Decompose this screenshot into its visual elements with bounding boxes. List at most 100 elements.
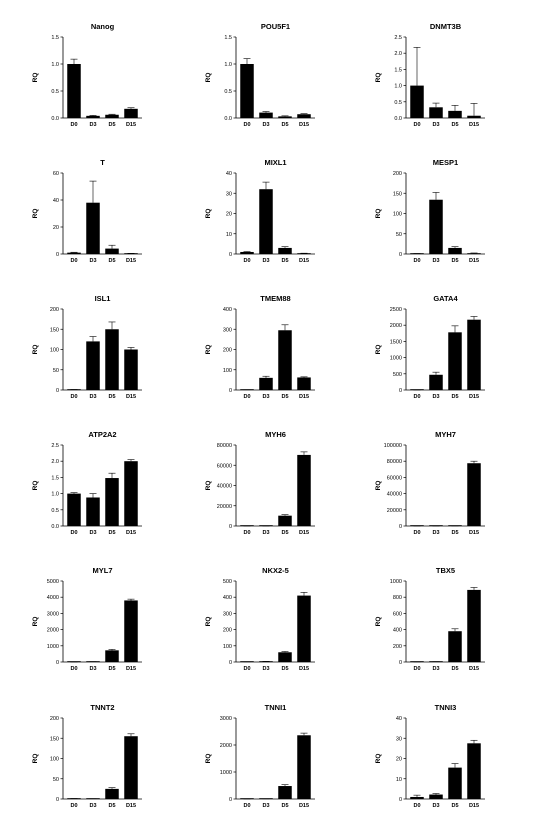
y-tick-label: 1000 bbox=[220, 770, 232, 776]
y-tick-label: 40000 bbox=[217, 484, 232, 490]
x-tick-label: D5 bbox=[281, 530, 288, 536]
y-tick-label: 1.5 bbox=[394, 67, 402, 73]
y-tick-label: 100 bbox=[393, 212, 402, 218]
bar bbox=[448, 247, 462, 254]
x-tick-label: D5 bbox=[451, 394, 458, 400]
y-axis-label: RQ bbox=[205, 481, 212, 491]
y-tick-label: 100 bbox=[223, 644, 232, 650]
bar bbox=[105, 329, 119, 390]
x-tick-label: D3 bbox=[89, 258, 96, 264]
bar bbox=[467, 319, 481, 390]
x-tick-label: D0 bbox=[70, 530, 77, 536]
bar bbox=[467, 253, 481, 254]
y-axis-label: RQ bbox=[375, 617, 382, 627]
chart-panel: POU5F1 RQ 0.0 0.5 1.0 1.5 D0 D3 D5 D15 bbox=[205, 22, 315, 128]
y-tick-label: 100 bbox=[223, 368, 232, 374]
bar bbox=[259, 525, 273, 526]
bar bbox=[124, 461, 138, 526]
bar bbox=[429, 107, 443, 118]
y-tick-label: 200 bbox=[50, 307, 59, 313]
x-tick-label: D5 bbox=[281, 122, 288, 128]
bar bbox=[410, 525, 424, 526]
y-axis-label: RQ bbox=[375, 481, 382, 491]
y-tick-label: 100000 bbox=[384, 443, 402, 449]
x-tick-label: D3 bbox=[89, 530, 96, 536]
y-tick-label: 0 bbox=[229, 524, 232, 530]
y-tick-label: 30 bbox=[226, 191, 232, 197]
y-tick-label: 60 bbox=[53, 171, 59, 177]
y-tick-label: 60000 bbox=[217, 463, 232, 469]
y-tick-label: 200 bbox=[223, 348, 232, 354]
x-tick-label: D3 bbox=[262, 258, 269, 264]
x-tick-label: D15 bbox=[126, 394, 136, 400]
x-tick-label: D0 bbox=[70, 122, 77, 128]
bar bbox=[278, 786, 292, 799]
bar bbox=[105, 114, 119, 118]
y-tick-label: 1000 bbox=[47, 644, 59, 650]
bar bbox=[105, 788, 119, 799]
x-tick-label: D0 bbox=[243, 258, 250, 264]
y-tick-label: 10 bbox=[396, 777, 402, 783]
y-tick-label: 2.5 bbox=[394, 35, 402, 41]
x-tick-label: D5 bbox=[108, 803, 115, 809]
y-tick-label: 80000 bbox=[387, 459, 402, 465]
y-tick-label: 400 bbox=[393, 628, 402, 634]
x-tick-label: D15 bbox=[299, 530, 309, 536]
y-axis-label: RQ bbox=[205, 345, 212, 355]
y-tick-label: 2.5 bbox=[51, 443, 59, 449]
x-tick-label: D15 bbox=[469, 394, 479, 400]
x-tick-label: D15 bbox=[126, 122, 136, 128]
chart-title: MYH6 bbox=[265, 430, 286, 439]
x-tick-label: D0 bbox=[413, 122, 420, 128]
y-axis-label: RQ bbox=[205, 754, 212, 764]
y-tick-label: 500 bbox=[223, 579, 232, 585]
chart-title: MESP1 bbox=[433, 158, 458, 167]
bar bbox=[448, 110, 462, 118]
bar bbox=[278, 116, 292, 118]
chart-panel: MYH6 RQ 0 20000 40000 60000 80000 D0 D3 D5 D15 bbox=[205, 430, 315, 536]
bar bbox=[278, 515, 292, 526]
x-tick-label: D5 bbox=[451, 530, 458, 536]
x-tick-label: D5 bbox=[108, 258, 115, 264]
x-tick-label: D15 bbox=[299, 122, 309, 128]
y-tick-label: 50 bbox=[396, 232, 402, 238]
y-tick-label: 800 bbox=[393, 595, 402, 601]
bar bbox=[429, 794, 443, 799]
bar bbox=[240, 64, 254, 118]
bar bbox=[124, 349, 138, 390]
chart-title: NKX2-5 bbox=[262, 566, 289, 575]
chart-panel: ATP2A2 RQ 0.0 0.5 1.0 1.5 2.0 2.5 D0 D3 D5 D15 bbox=[32, 430, 142, 536]
y-tick-label: 300 bbox=[223, 327, 232, 333]
chart-panel: GATA4 RQ 0 500 1000 1500 2000 2500 D0 D3 D5 D15 bbox=[375, 294, 485, 400]
chart-panel: ISL1 RQ 0 50 100 150 200 D0 D3 D5 D15 bbox=[32, 294, 142, 400]
y-tick-label: 150 bbox=[50, 327, 59, 333]
chart-title: ATP2A2 bbox=[88, 430, 116, 439]
x-tick-label: D15 bbox=[299, 803, 309, 809]
y-tick-label: 2.0 bbox=[394, 51, 402, 57]
x-tick-label: D0 bbox=[70, 394, 77, 400]
x-tick-label: D3 bbox=[432, 530, 439, 536]
y-tick-label: 0.0 bbox=[224, 116, 232, 122]
y-tick-label: 150 bbox=[393, 191, 402, 197]
y-tick-label: 20 bbox=[396, 757, 402, 763]
y-tick-label: 30 bbox=[396, 736, 402, 742]
y-tick-label: 40 bbox=[396, 716, 402, 722]
x-tick-label: D5 bbox=[108, 666, 115, 672]
x-tick-label: D5 bbox=[281, 258, 288, 264]
y-tick-label: 80000 bbox=[217, 443, 232, 449]
bar bbox=[259, 377, 273, 390]
y-tick-label: 0 bbox=[399, 252, 402, 258]
y-tick-label: 300 bbox=[223, 611, 232, 617]
y-tick-label: 1000 bbox=[390, 579, 402, 585]
y-tick-label: 0 bbox=[229, 252, 232, 258]
y-tick-label: 2000 bbox=[47, 628, 59, 634]
x-tick-label: D15 bbox=[469, 258, 479, 264]
bar bbox=[67, 252, 81, 254]
bar bbox=[467, 463, 481, 526]
y-tick-label: 1.0 bbox=[224, 62, 232, 68]
x-tick-label: D3 bbox=[262, 530, 269, 536]
bar bbox=[410, 389, 424, 390]
bar bbox=[429, 199, 443, 254]
y-tick-label: 50 bbox=[53, 368, 59, 374]
